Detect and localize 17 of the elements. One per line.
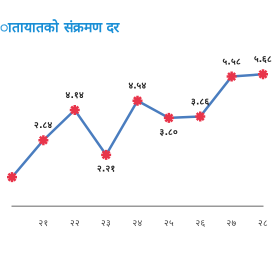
data-label: ५.५८ <box>222 57 241 68</box>
data-label: २.८४ <box>34 121 53 132</box>
x-tick-label: २४ <box>132 218 142 229</box>
x-tick-label: २३ <box>101 218 112 229</box>
data-label: ४.५४ <box>128 82 147 92</box>
x-tick-label: २५ <box>164 218 174 229</box>
data-label: ४.१४ <box>66 90 84 101</box>
data-label: ३.८० <box>160 128 178 138</box>
data-label: ३.८६ <box>191 97 210 108</box>
x-tick-label: २६ <box>195 218 206 229</box>
x-tick-label: २२ <box>70 218 80 229</box>
x-tick-label: २७ <box>226 218 237 229</box>
data-label: २.२१ <box>96 164 116 175</box>
chart-title: ातायातको संक्रमण दर <box>0 19 121 36</box>
x-tick-label: २८ <box>258 218 268 229</box>
data-label: ५.६८ <box>254 55 272 66</box>
x-tick-label: २१ <box>38 218 48 229</box>
